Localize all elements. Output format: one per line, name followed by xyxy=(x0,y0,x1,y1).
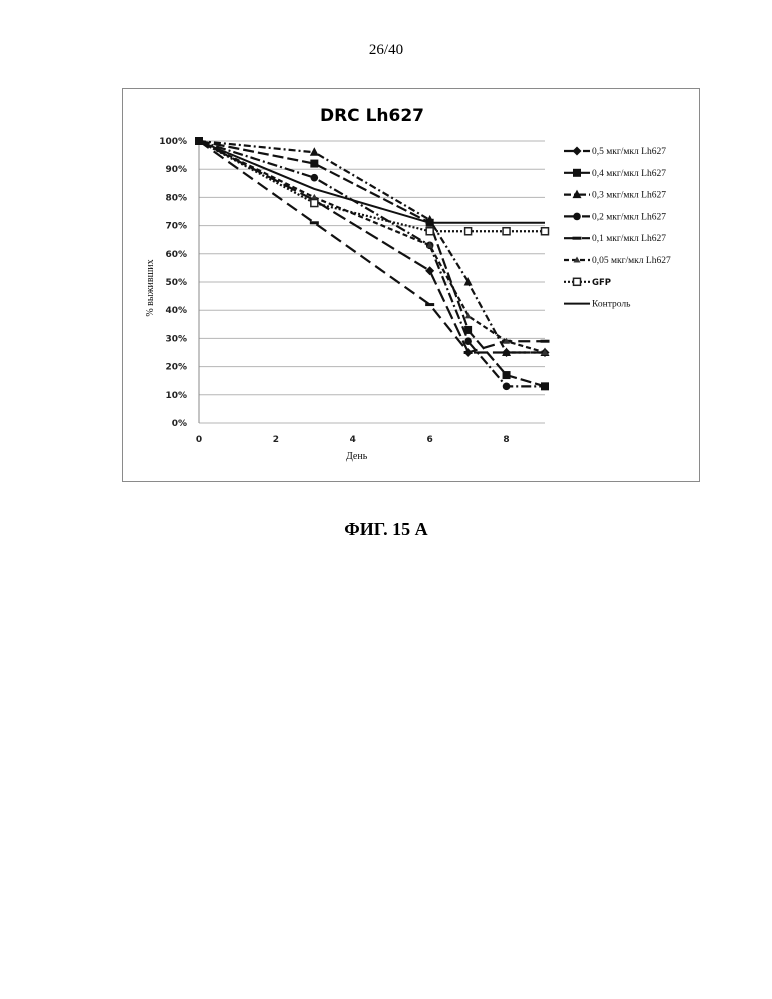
series-2-group xyxy=(199,141,550,356)
y-tick-label: 90% xyxy=(165,165,187,175)
page-number: 26/40 xyxy=(0,42,772,59)
series-4-point xyxy=(464,351,473,354)
legend-label: GFP xyxy=(592,278,611,288)
legend-marker xyxy=(573,169,581,177)
series-6-point xyxy=(503,228,510,235)
legend-marker xyxy=(573,147,582,156)
series-2-point xyxy=(310,147,319,156)
y-tick-label: 40% xyxy=(165,306,187,316)
series-6-point xyxy=(426,228,433,235)
legend-label: 0,3 мкг/мкл Lh627 xyxy=(592,191,666,201)
chart-title: DRC Lh627 xyxy=(320,106,424,126)
series-2-line xyxy=(199,141,545,353)
chart-svg: DRC Lh627 0% 10% 20% 30% 40% 50% 60% 70% 80% 90% 10… xyxy=(123,89,699,481)
x-tick-label: 6 xyxy=(427,435,433,445)
series-3-point xyxy=(503,383,511,391)
x-tick-label: 8 xyxy=(503,435,509,445)
y-tick-label: 0% xyxy=(172,419,187,429)
y-tick-label: 30% xyxy=(165,334,187,344)
series-1-point xyxy=(310,160,318,168)
x-tick-label: 0 xyxy=(196,435,202,445)
y-tick-label: 70% xyxy=(165,222,187,232)
series-1-point xyxy=(503,371,511,379)
series-4-point xyxy=(425,303,434,306)
series-0-group xyxy=(199,141,550,357)
y-tick-label: 20% xyxy=(165,363,187,373)
series-6-point xyxy=(311,200,318,207)
y-tick-label: 50% xyxy=(165,278,187,288)
legend-label: Контроль xyxy=(592,300,631,310)
x-tick-label: 4 xyxy=(350,435,356,445)
series-5-group xyxy=(199,141,549,355)
series-3-point xyxy=(464,337,472,345)
x-tick-label: 2 xyxy=(273,435,279,445)
legend-label: 0,05 мкг/мкл Lh627 xyxy=(592,256,671,266)
series-3-point xyxy=(311,174,319,182)
series-4-point xyxy=(310,221,319,224)
legend-marker xyxy=(573,237,582,240)
start-point xyxy=(195,137,203,145)
chart-frame: DRC Lh627 0% 10% 20% 30% 40% 50% 60% 70% 80% 90% 10… xyxy=(122,88,700,482)
figure-caption: ФИГ. 15 А xyxy=(0,519,772,540)
series-3-point xyxy=(541,383,549,391)
y-tick-label: 10% xyxy=(165,391,187,401)
series-4-line xyxy=(199,141,545,353)
series-0-line xyxy=(199,141,545,353)
y-tick-label: 60% xyxy=(165,250,187,260)
y-axis-label: % выживших xyxy=(145,259,156,316)
legend-label: 0,5 мкг/мкл Lh627 xyxy=(592,147,666,157)
legend-marker xyxy=(574,278,581,285)
legend-label: 0,2 мкг/мкл Lh627 xyxy=(592,212,666,222)
legend-label: 0,4 мкг/мкл Lh627 xyxy=(592,169,666,179)
y-tick-label: 80% xyxy=(165,193,187,203)
legend-label: 0,1 мкг/мкл Lh627 xyxy=(592,234,666,244)
series-4-point xyxy=(541,340,550,343)
series-6-point xyxy=(465,228,472,235)
x-axis-label: День xyxy=(346,451,368,462)
series-4-group xyxy=(199,141,550,354)
y-tick-label: 100% xyxy=(159,137,187,147)
series-5-line xyxy=(199,141,545,353)
legend-marker xyxy=(573,213,581,221)
series-6-point xyxy=(542,228,549,235)
